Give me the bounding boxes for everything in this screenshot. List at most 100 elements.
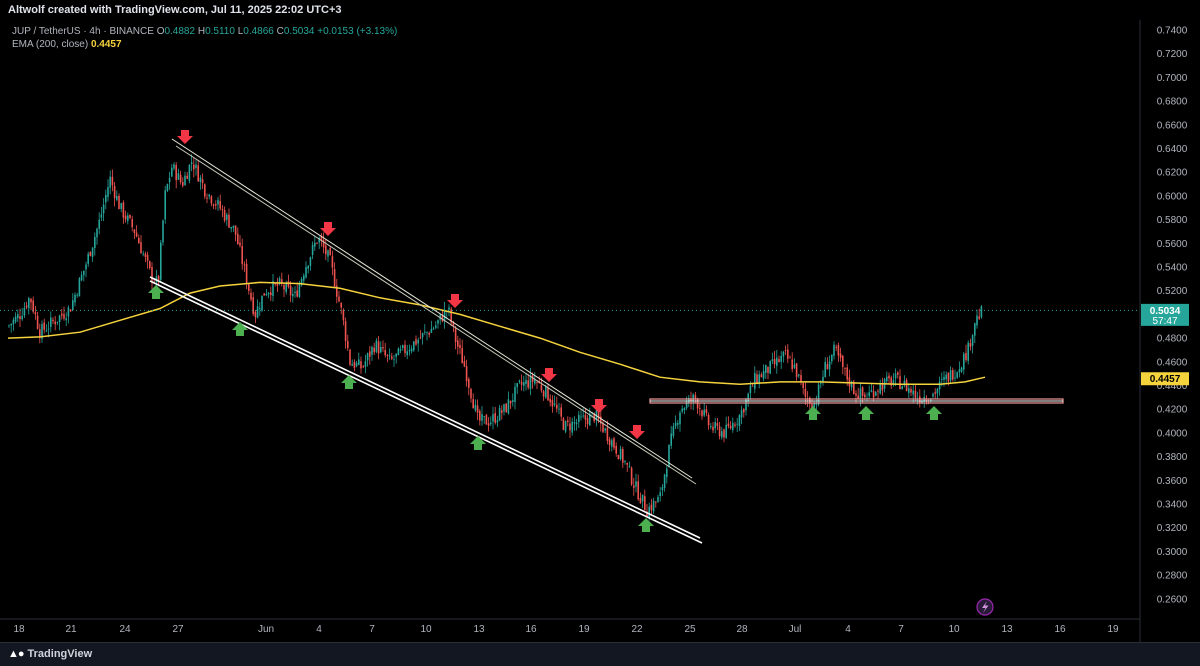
candle-body [410,348,413,352]
symbol-legend[interactable]: JUP / TetherUS · 4h · BINANCE O0.4882 H0… [12,26,397,37]
candle-body [184,175,186,186]
price-tick-label: 0.2600 [1157,594,1188,605]
candle-body [173,164,175,169]
candle-body [974,323,976,336]
support-zone[interactable] [649,398,1064,404]
candle-body [369,351,371,357]
candle-body [547,387,549,401]
price-chart[interactable]: 0.7400 0.7200 0.7000 0.6800 0.6600 0.6400 0.62… [0,0,1200,642]
ohlc-low: 0.4866 [243,26,274,37]
candle-body [399,349,402,351]
time-axis[interactable]: 18 21 24 27 Jun 4 7 10 13 16 19 22 25 28 Jul 4 7 10 13 16 19 [0,618,1140,635]
candle-body [967,342,969,361]
symbol-title[interactable]: JUP / TetherUS · 4h · BINANCE [12,26,154,37]
candle-body [600,416,602,424]
candle-body [402,345,404,349]
price-tick-label: 0.4800 [1157,334,1188,345]
candle-body [868,392,870,397]
candle-body [584,414,587,420]
candle-body [496,420,499,423]
ohlc-close: 0.5034 [283,26,315,37]
candle-body [17,314,19,319]
price-tick-label: 0.4000 [1157,428,1188,439]
candle-body [146,254,149,261]
candle-body [804,388,807,397]
candle-body [725,424,727,438]
candle-body [182,181,184,186]
channel-line[interactable] [149,276,701,539]
ema-legend[interactable]: EMA (200, close) 0.4457 [12,39,122,50]
lightning-icon[interactable] [976,598,994,616]
candle-body [523,382,525,386]
candle-body [560,407,562,417]
candle-body [206,197,208,199]
candle-body [787,349,789,359]
tradingview-logo[interactable]: ▲● TradingView [8,648,92,660]
candle-body [938,381,941,390]
channel-line[interactable] [171,138,693,479]
candle-body [888,375,890,379]
candle-body [342,309,345,321]
candle-body [844,368,846,369]
candle-body [826,364,829,370]
ema-label[interactable]: EMA (200, close) [12,39,89,50]
candle-body [232,225,235,228]
channel-line[interactable] [175,145,697,485]
candle-body [503,404,505,412]
price-tick-label: 0.5200 [1157,286,1188,297]
candle-body [98,219,100,229]
candle-body [228,214,230,228]
candle-body [833,344,835,356]
ohlc-high: 0.5110 [205,26,235,37]
candle-body [721,431,723,438]
candle-body [56,321,59,323]
price-axis[interactable]: 0.7400 0.7200 0.7000 0.6800 0.6600 0.6400 0.62… [1139,20,1189,642]
candle-body [710,426,712,428]
candle-body [281,279,283,284]
candle-body [817,384,820,405]
candle-body [140,242,142,254]
candle-body [556,404,558,409]
candle-body [501,410,503,413]
candle-body [358,359,360,365]
candle-body [384,349,386,356]
candle-body [311,244,314,255]
candle-body [729,425,732,429]
candle-body [837,345,840,356]
candle-body [58,315,61,323]
candle-body [641,494,644,502]
price-tick-label: 0.4400 [1157,381,1188,392]
candle-body [668,444,670,468]
candle-body [318,237,320,243]
candle-body [509,400,512,404]
candle-body [820,382,822,384]
buy-arrow-icon [926,406,942,420]
candle-body [325,245,327,255]
candle-body [355,362,358,367]
candle-body [802,383,804,388]
candle-body [65,318,67,321]
candle-body [276,282,279,286]
candle-body [439,314,441,320]
candle-body [285,283,287,292]
candle-body [179,174,182,183]
candle-body [795,363,798,377]
candle-body [265,294,268,296]
time-tick-label: 4 [316,624,322,635]
candle-body [578,414,580,423]
candle-body [470,389,472,399]
candle-body [652,500,655,512]
candle-body [670,433,672,446]
candle-body [331,256,334,268]
candle-body [956,372,958,378]
candle-body [91,247,94,257]
candle-body [364,361,367,367]
candle-body [723,429,725,438]
candle-body [855,393,857,396]
candle-body [870,390,873,392]
time-tick-label: 16 [1054,624,1066,635]
buy-arrow-icon [148,285,164,299]
candle-body [850,381,853,388]
candle-body [677,423,679,425]
candle-body [773,358,776,365]
